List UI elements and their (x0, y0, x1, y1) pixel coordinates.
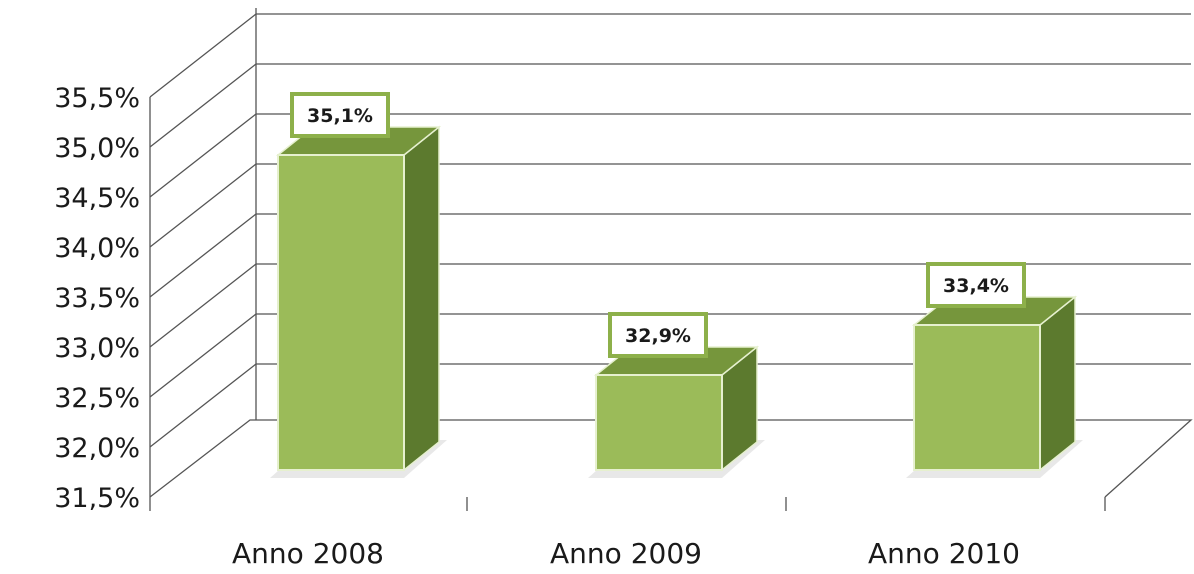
data-label: 32,9% (625, 325, 691, 347)
bar (277, 154, 405, 471)
data-label-box (608, 312, 708, 358)
bar (595, 374, 723, 471)
bar-side (1039, 295, 1076, 472)
y-tick-label: 34,0% (54, 233, 140, 264)
bar (913, 324, 1041, 471)
bar-side (403, 125, 440, 472)
y-tick-label: 35,5% (54, 83, 140, 114)
y-tick-label: 32,5% (54, 383, 140, 414)
data-label: 35,1% (307, 105, 373, 127)
data-label-box (926, 262, 1026, 308)
data-label: 33,4% (943, 275, 1009, 297)
y-tick-label: 35,0% (54, 133, 140, 164)
axis-layer: 31,5% 32,0% 32,5% 33,0% 33,5% 34,0% 34,5% 35,0%… (54, 83, 1106, 570)
y-tick-label: 34,5% (54, 183, 140, 214)
gridline (149, 13, 1191, 98)
grid-layer (149, 8, 1193, 498)
y-tick-label: 33,5% (54, 283, 140, 314)
labels-layer: 35,1% 32,9% 33,4% (290, 92, 1026, 358)
y-tick-label: 32,0% (54, 433, 140, 464)
x-category-label: Anno 2009 (550, 537, 702, 570)
y-tick-label: 33,0% (54, 333, 140, 364)
bars-layer (270, 125, 1083, 478)
x-category-label: Anno 2008 (232, 537, 384, 570)
x-category-label: Anno 2010 (868, 537, 1020, 570)
data-label-box (290, 92, 390, 138)
y-tick-label: 31,5% (54, 483, 140, 514)
